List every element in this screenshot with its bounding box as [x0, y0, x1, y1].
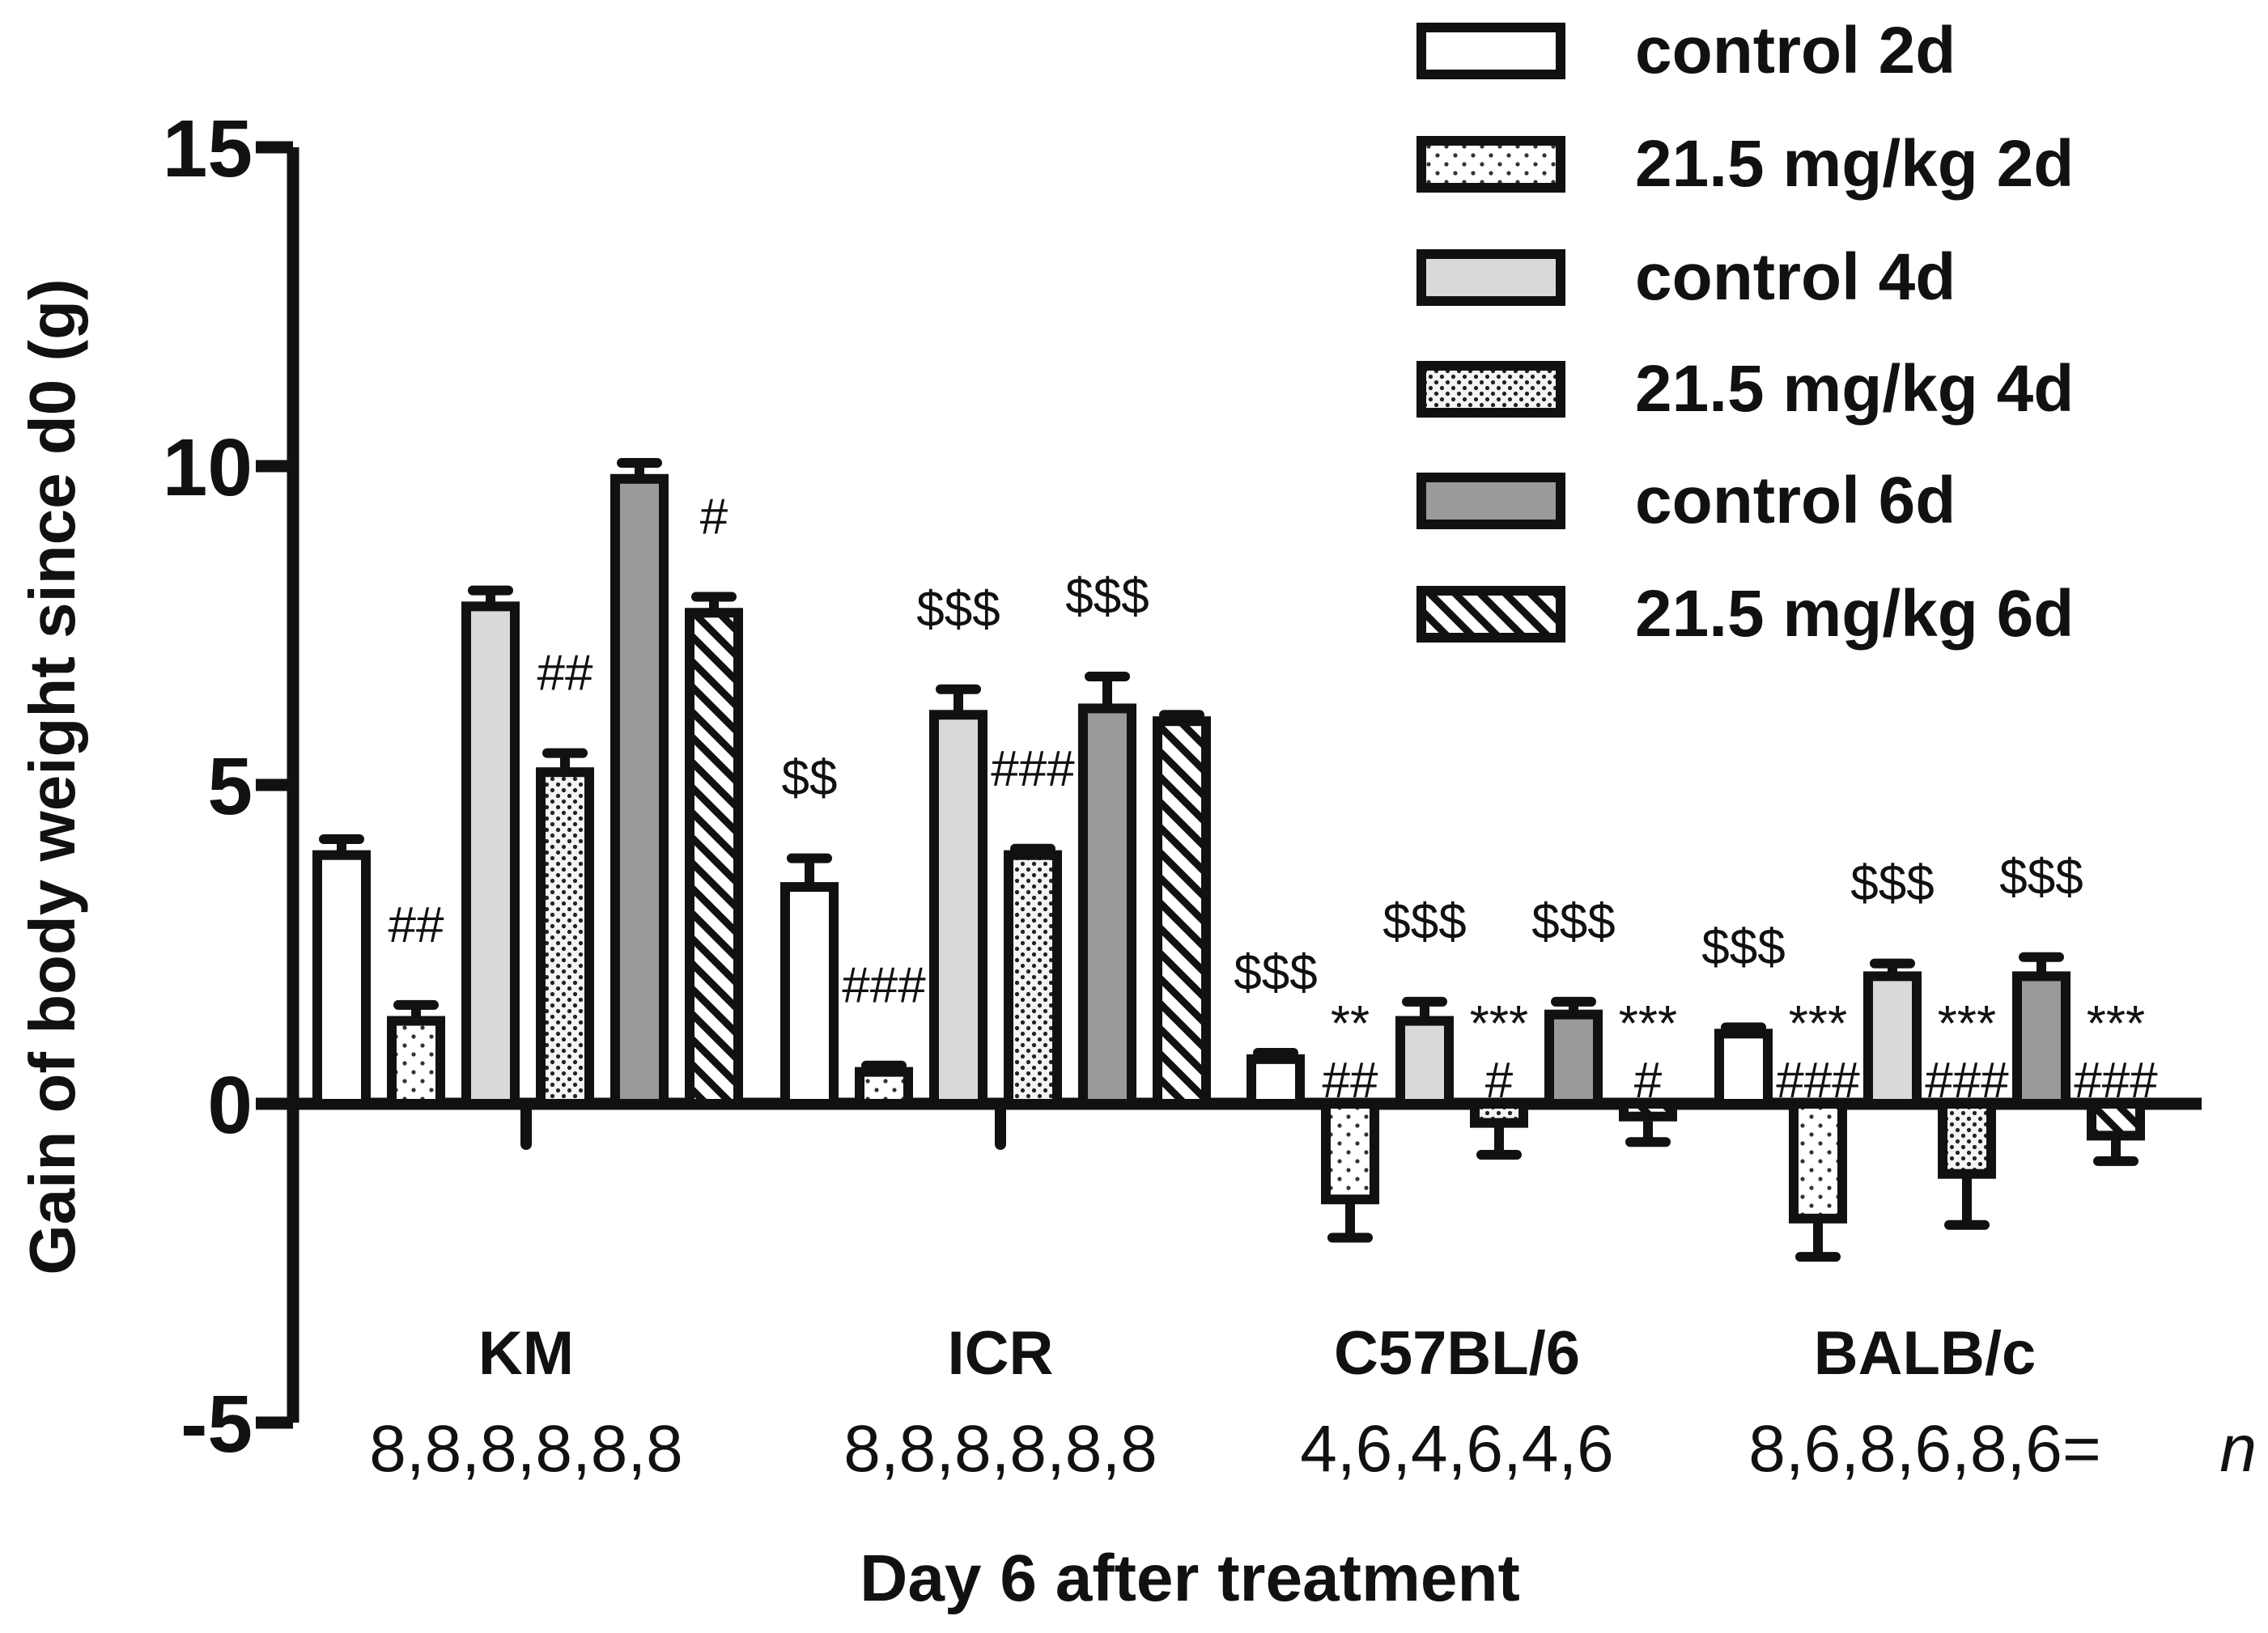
group-label: ICR [948, 1319, 1054, 1388]
significance-label: $$$ [1701, 919, 1785, 975]
significance-label: ## [1323, 1053, 1378, 1109]
significance-label: *** [1789, 996, 1847, 1052]
significance-label: # [1485, 1053, 1514, 1109]
bars [312, 458, 2145, 1262]
y-tick-label: 5 [207, 741, 253, 832]
bar [1004, 850, 1062, 1109]
bar [387, 1016, 445, 1109]
significance-label: ## [537, 646, 593, 702]
significance-label: # [1634, 1053, 1663, 1109]
legend-swatch [1416, 136, 1565, 193]
n-label: 8,6,8,6,8,6= [1748, 1412, 2100, 1486]
group-label: KM [478, 1319, 574, 1388]
group-label: BALB/c [1814, 1319, 2036, 1388]
n-symbol: n [2219, 1412, 2257, 1486]
bar [1395, 1016, 1454, 1109]
significance-label: *** [2087, 996, 2145, 1052]
significance-label: *** [1619, 996, 1677, 1052]
bar [780, 882, 839, 1109]
significance-label: *** [1470, 996, 1528, 1052]
bar [1321, 1099, 1379, 1205]
significance-label: $$$ [1999, 850, 2083, 906]
significance-label: $$$ [1531, 894, 1615, 950]
bar [2012, 971, 2071, 1109]
group-labels: KM 8,8,8,8,8,8 ICR 8,8,8,8,8,8 C57BL/6 4,6,4,… [369, 1319, 2257, 1486]
bar [1247, 1054, 1305, 1109]
bar [929, 710, 987, 1109]
bar [855, 1067, 913, 1109]
significance-label: $$$ [916, 582, 1000, 638]
x-axis-label: Day 6 after treatment [860, 1542, 1520, 1615]
legend-swatch [1416, 361, 1565, 418]
significance-label: ### [1776, 1053, 1860, 1109]
group-label: C57BL/6 [1334, 1319, 1580, 1388]
bar [1863, 971, 1922, 1109]
legend-label: control 4d [1635, 240, 1956, 314]
significance-label: ### [2074, 1053, 2158, 1109]
bar [685, 608, 743, 1109]
significance-label: ## [389, 897, 444, 953]
legend-label: control 2d [1635, 14, 1956, 87]
legend-swatch [1416, 23, 1565, 79]
n-label: 4,6,4,6,4,6 [1300, 1412, 1614, 1486]
y-tick-label: 10 [163, 422, 253, 513]
n-label: 8,8,8,8,8,8 [369, 1412, 683, 1486]
y-tick-label: 0 [207, 1060, 253, 1151]
significance-label: ** [1331, 996, 1370, 1052]
y-axis-label: Gain of body weight since d0 (g) [16, 278, 88, 1275]
significance-label: $$$ [1382, 894, 1466, 950]
y-tick-label: -5 [181, 1379, 253, 1470]
legend: control 2d 21.5 mg/kg 2d control 4d 21.5 mg… [1416, 14, 2074, 651]
legend-label: control 6d [1635, 464, 1956, 537]
bar [461, 601, 520, 1109]
bar [1078, 703, 1136, 1109]
y-ticks: 15 10 5 0 -5 [163, 104, 293, 1470]
significance-label: $$$ [1850, 856, 1934, 912]
significance-label: *** [1938, 996, 1996, 1052]
significance-label: $$$ [1234, 945, 1317, 1001]
significance-label: ### [1925, 1053, 2009, 1109]
bar [1544, 1009, 1603, 1109]
y-tick-label: 15 [163, 104, 253, 194]
annotations: #####$$###$$$###$$$$$$**##$$$***#$$$***#… [389, 490, 2159, 1109]
bar [1938, 1099, 1996, 1179]
bar [1714, 1029, 1773, 1109]
bar [1153, 716, 1211, 1109]
legend-label: 21.5 mg/kg 6d [1635, 577, 2074, 651]
significance-label: ### [842, 958, 926, 1014]
significance-label: ### [991, 741, 1075, 797]
bar [536, 767, 594, 1109]
legend-swatch [1416, 473, 1565, 529]
n-label: 8,8,8,8,8,8 [843, 1412, 1157, 1486]
bar [312, 850, 371, 1109]
legend-label: 21.5 mg/kg 4d [1635, 352, 2074, 426]
bar [610, 473, 669, 1109]
significance-label: $$ [782, 751, 838, 807]
significance-label: $$$ [1065, 569, 1149, 625]
bar [1789, 1099, 1847, 1224]
legend-swatch [1416, 249, 1565, 306]
legend-swatch [1416, 586, 1565, 643]
legend-label: 21.5 mg/kg 2d [1635, 127, 2074, 201]
significance-label: # [700, 490, 728, 545]
